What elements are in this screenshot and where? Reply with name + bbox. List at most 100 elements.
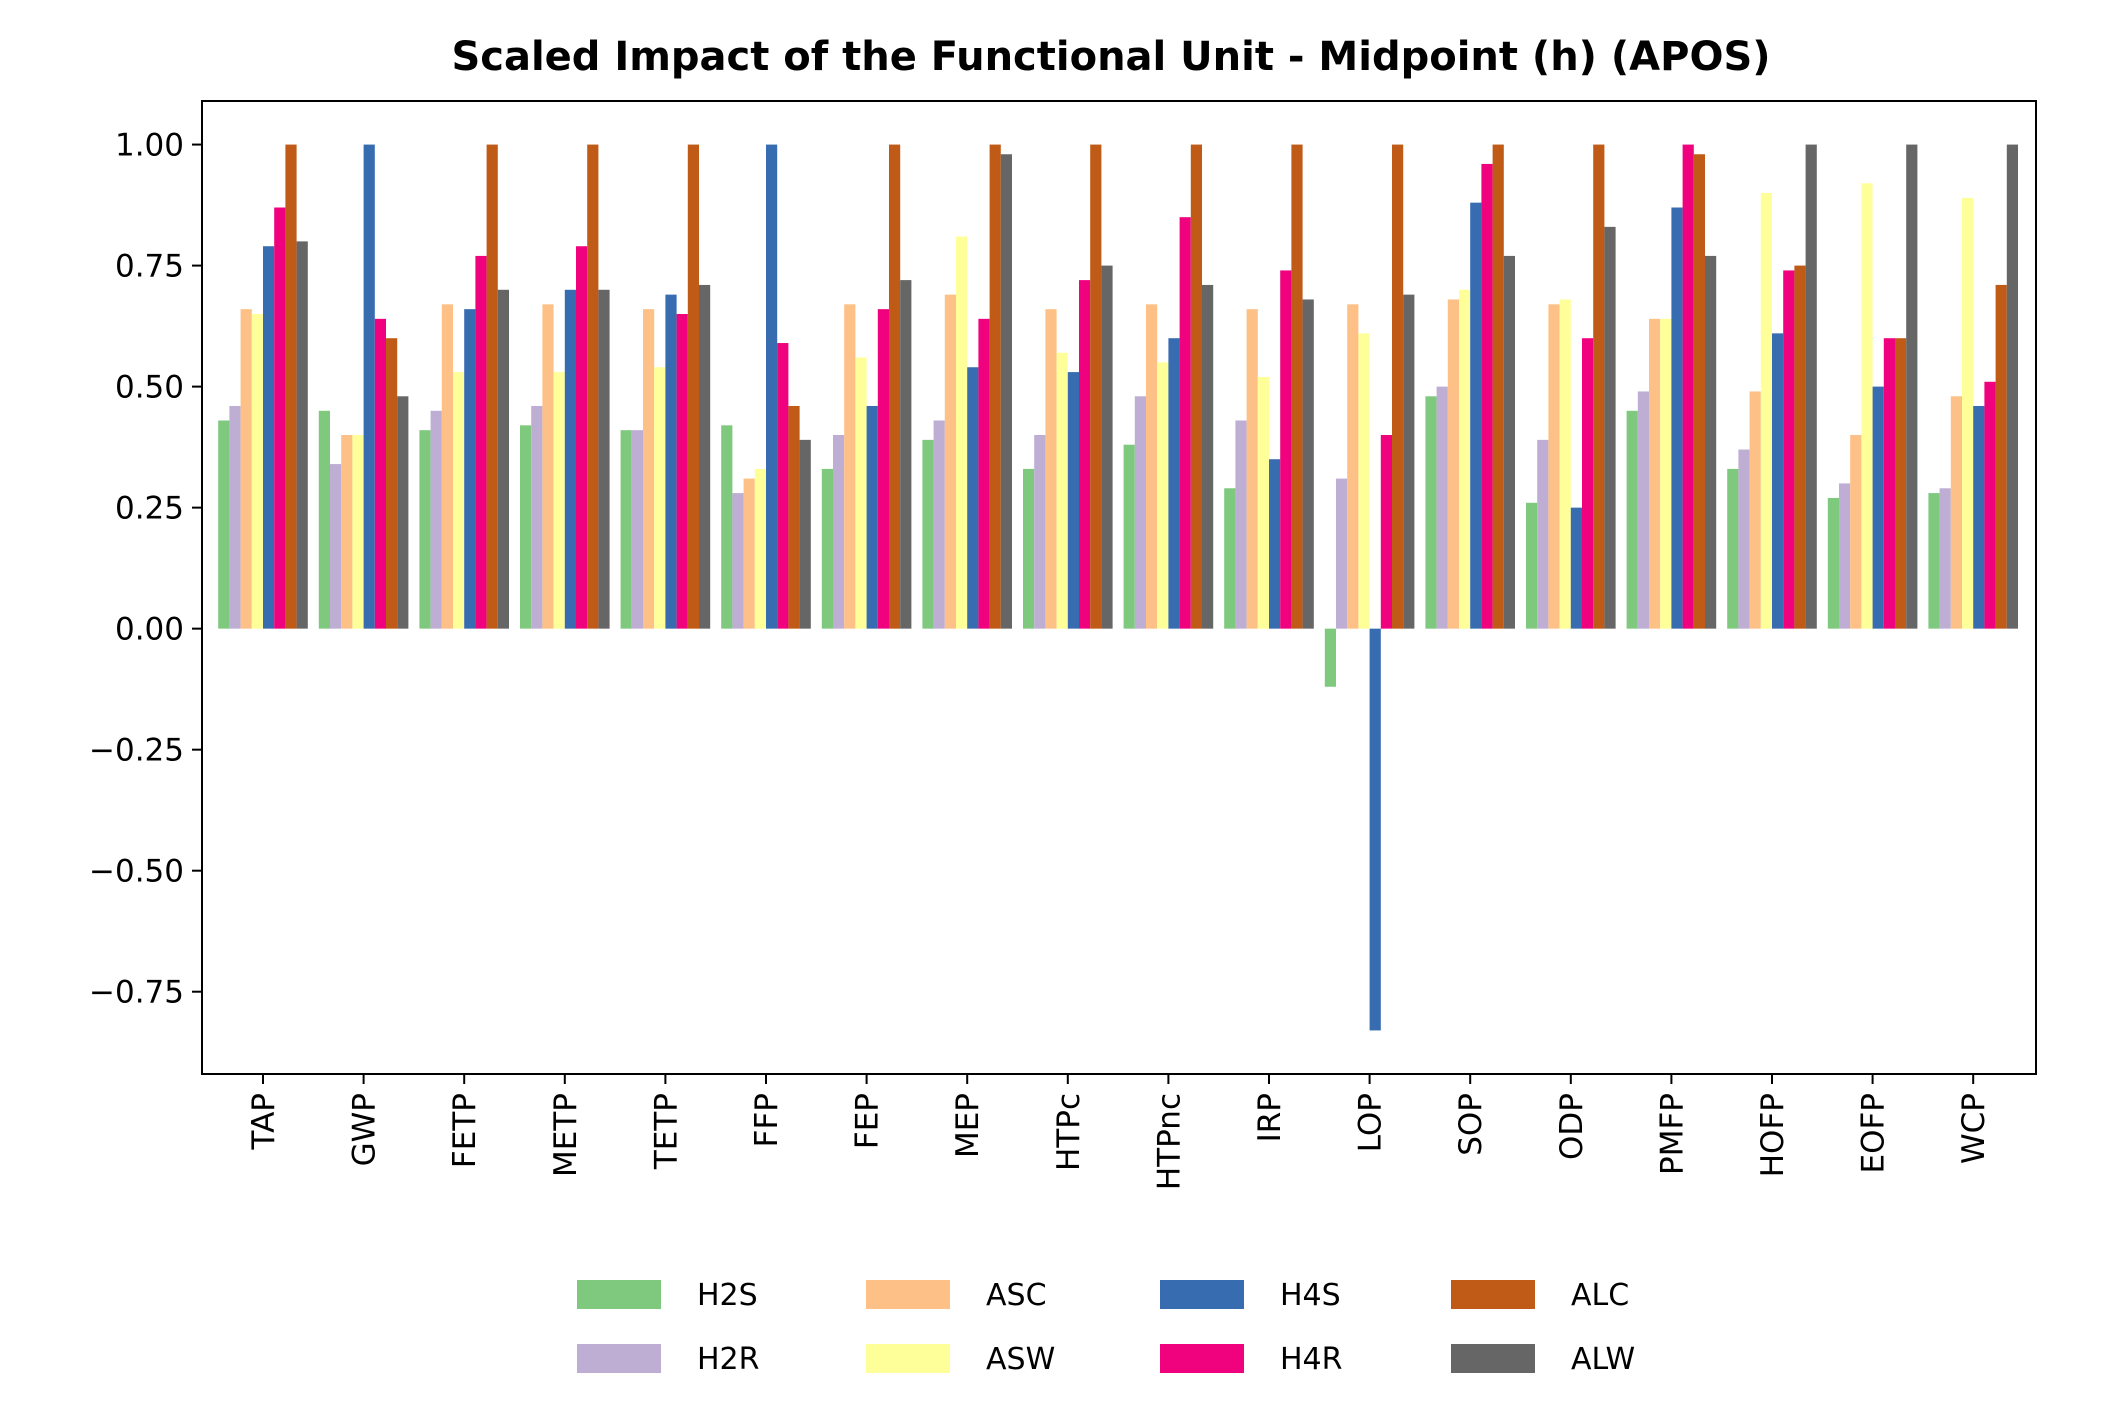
legend-label-h4r: H4R [1280, 1342, 1343, 1377]
bar-h2r-fep [833, 435, 845, 629]
bar-h4r-gwp [374, 318, 386, 629]
bar-h2s-fetp [419, 430, 431, 629]
bar-h4r-tap [274, 207, 286, 629]
bar-h4s-gwp [363, 144, 375, 629]
y-axis: 1.00 0.75 0.50 0.25 0.00 −0.25 −0.50 −0.75 [89, 128, 202, 1011]
x-tick-label-eofp: EOFP [1856, 1093, 1892, 1174]
bar-alw-metp [598, 289, 610, 629]
bar-h4s-tap [263, 246, 275, 629]
bar-h2s-pmfp [1626, 410, 1638, 629]
bar-asw-htpc [1056, 352, 1068, 629]
bar-asw-irp [1257, 376, 1269, 629]
bar-asc-pmfp [1649, 318, 1661, 629]
legend: H2S H2R ASC ASW H4S H4R ALC ALW [577, 1278, 1635, 1377]
plot-area-frame [201, 100, 2037, 1075]
bar-h2r-sop [1436, 386, 1448, 629]
bars-group [218, 144, 2018, 1031]
bar-alc-odp [1593, 144, 1605, 629]
bar-h4s-fetp [464, 309, 476, 629]
bar-alc-tap [285, 144, 297, 629]
bar-alw-htpnc [1202, 284, 1214, 629]
y-tick-label: 0.25 [115, 491, 184, 527]
bar-h2s-sop [1425, 396, 1437, 629]
bar-h4r-htpnc [1179, 217, 1191, 629]
x-tick-label-metp: METP [548, 1093, 584, 1177]
bar-h4r-tetp [676, 314, 688, 629]
bar-alw-gwp [397, 396, 409, 629]
bar-h2r-eofp [1839, 483, 1851, 629]
bar-alw-odp [1604, 226, 1616, 629]
bar-h2r-tetp [631, 430, 643, 629]
bar-asc-tetp [643, 309, 655, 629]
x-tick-label-htpc: HTPc [1051, 1093, 1087, 1171]
bar-alw-irp [1302, 299, 1314, 629]
bar-h2s-gwp [318, 410, 330, 629]
bar-alw-eofp [1906, 144, 1918, 629]
bar-alw-pmfp [1705, 255, 1717, 629]
bar-asc-gwp [341, 435, 353, 629]
bar-h2s-metp [520, 425, 532, 629]
bar-h4s-metp [564, 289, 576, 629]
legend-label-alw: ALW [1571, 1342, 1635, 1377]
bar-h2r-odp [1537, 439, 1549, 629]
x-tick-label-odp: ODP [1554, 1093, 1590, 1160]
legend-label-asw: ASW [986, 1342, 1055, 1377]
bar-h4s-irp [1269, 459, 1281, 629]
bar-h4s-mep [967, 367, 979, 629]
bar-h4s-htpnc [1168, 338, 1180, 629]
bar-h4s-htpc [1067, 372, 1079, 629]
bar-asw-mep [956, 236, 968, 629]
bar-h4r-odp [1582, 338, 1594, 629]
bar-asc-sop [1447, 299, 1459, 629]
x-tick-label-hofp: HOFP [1755, 1093, 1791, 1177]
bar-alw-tap [296, 241, 308, 629]
bar-h4r-pmfp [1682, 144, 1694, 629]
chart-title: Scaled Impact of the Functional Unit - M… [451, 34, 1770, 80]
bar-asw-wcp [1962, 197, 1974, 629]
bar-h2s-mep [922, 439, 934, 629]
bar-alw-tetp [699, 284, 711, 629]
bar-h2s-ffp [721, 425, 733, 629]
bar-asw-ffp [754, 468, 766, 629]
legend-swatch-h2r [577, 1344, 661, 1373]
legend-label-h2s: H2S [697, 1278, 758, 1313]
bar-asc-hofp [1749, 391, 1761, 629]
bar-asw-metp [553, 372, 565, 629]
x-tick-label-fetp: FETP [447, 1093, 483, 1168]
bar-h2r-wcp [1939, 488, 1951, 629]
bar-asc-tap [240, 309, 252, 629]
x-tick-label-pmfp: PMFP [1654, 1093, 1690, 1175]
bar-asw-pmfp [1660, 318, 1672, 629]
bar-asc-irp [1246, 309, 1258, 629]
x-tick-label-tap: TAP [246, 1093, 282, 1150]
legend-swatch-h2s [577, 1280, 661, 1309]
x-tick-label-lop: LOP [1353, 1093, 1389, 1152]
legend-swatch-h4s [1160, 1280, 1244, 1309]
bar-asc-eofp [1850, 435, 1862, 629]
bar-alw-lop [1403, 294, 1415, 629]
bar-h2r-irp [1235, 420, 1247, 629]
bar-h2s-htpc [1023, 468, 1035, 629]
bar-alc-sop [1492, 144, 1504, 629]
bar-h4s-lop [1369, 628, 1381, 1031]
bar-asw-lop [1358, 333, 1370, 629]
y-tick-label: 0.00 [115, 612, 184, 648]
bar-h2r-tap [229, 405, 241, 629]
legend-label-asc: ASC [986, 1278, 1047, 1313]
x-tick-label-sop: SOP [1453, 1093, 1489, 1156]
bar-h2r-fetp [430, 410, 442, 629]
bar-asw-odp [1559, 299, 1571, 629]
bar-h2r-hofp [1738, 449, 1750, 629]
bar-alc-fep [889, 144, 901, 629]
bar-h2s-eofp [1827, 497, 1839, 629]
bar-h2r-pmfp [1637, 391, 1649, 629]
legend-swatch-h4r [1160, 1344, 1244, 1373]
y-tick-label: 1.00 [115, 128, 184, 164]
bar-h4s-hofp [1772, 333, 1784, 629]
bar-h4r-wcp [1984, 381, 1996, 629]
legend-label-alc: ALC [1571, 1278, 1629, 1313]
y-tick-label: 0.75 [115, 249, 184, 285]
bar-asc-fep [844, 304, 856, 629]
bar-h4r-eofp [1883, 338, 1895, 629]
bar-asw-gwp [352, 435, 364, 629]
